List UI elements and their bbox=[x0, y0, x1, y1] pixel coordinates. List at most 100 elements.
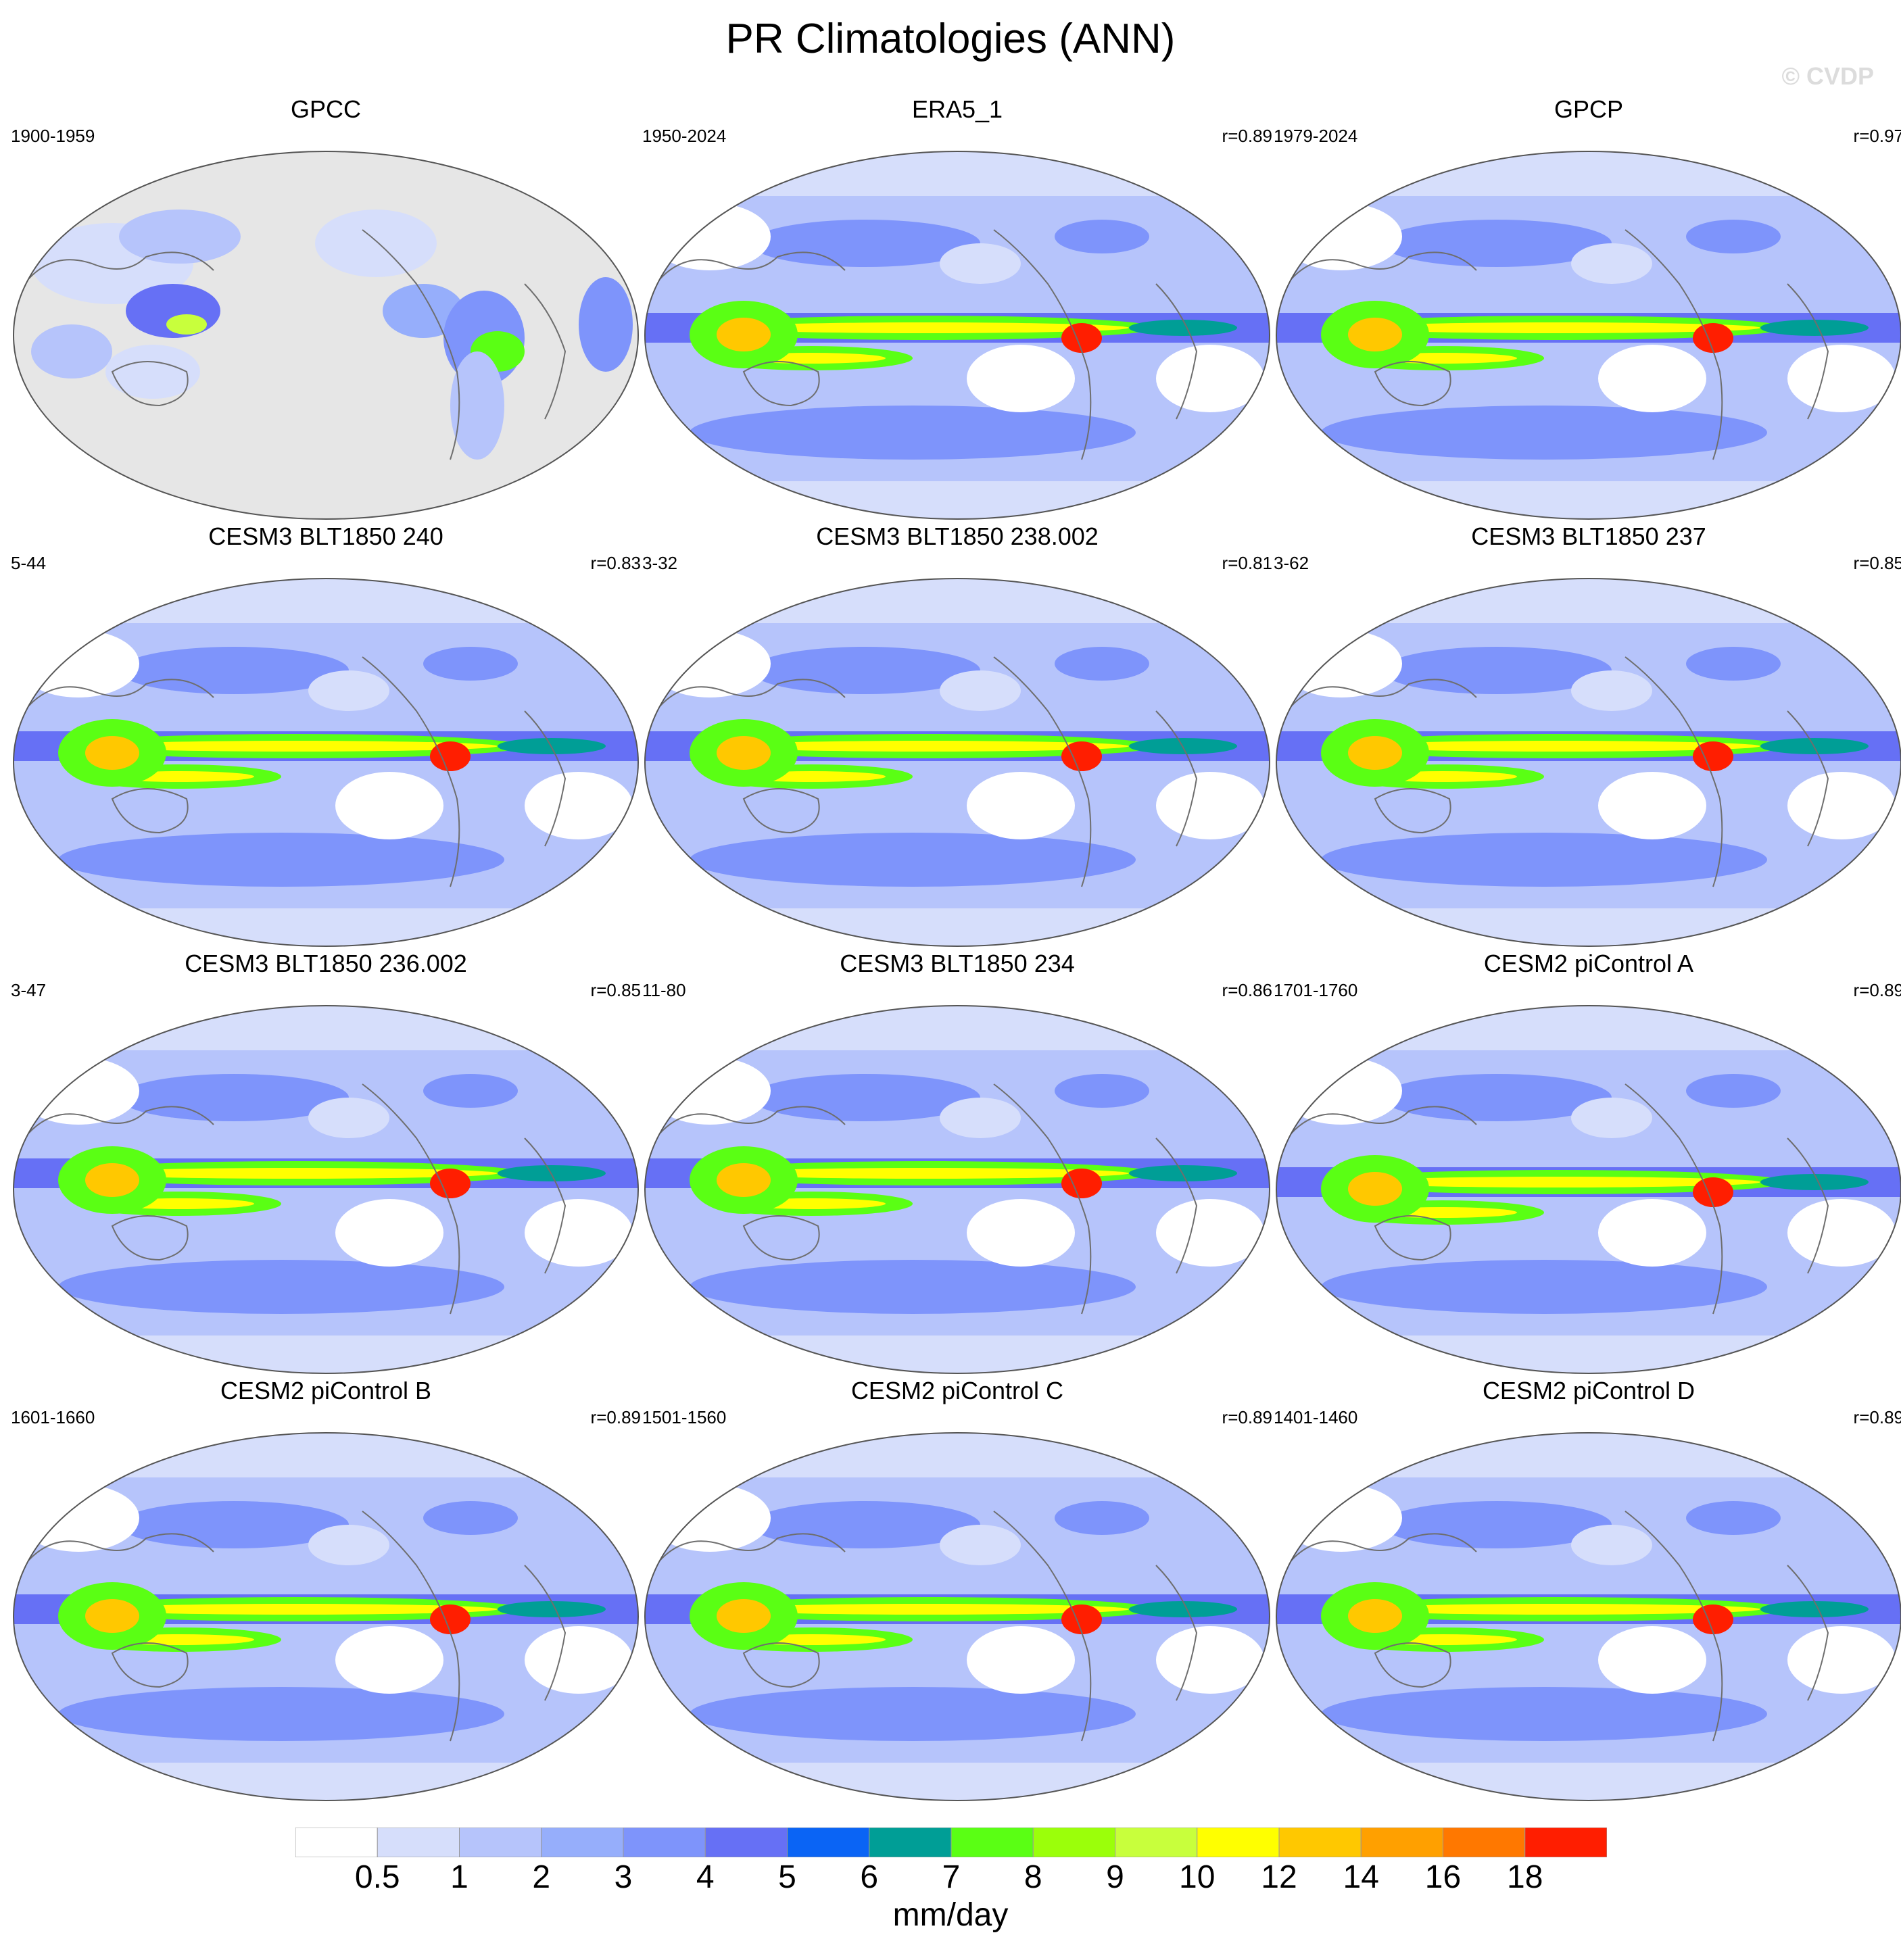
panel-title: GPCC bbox=[290, 95, 361, 123]
panel-period: 1501-1560 bbox=[642, 1407, 727, 1427]
map-panel: GPCP 1979-2024 r=0.97 bbox=[1274, 95, 1901, 520]
itcz-peak bbox=[92, 1604, 498, 1615]
dry-zone bbox=[525, 772, 633, 839]
coastline bbox=[993, 1511, 1092, 1742]
coastline bbox=[1787, 710, 1829, 847]
precip-band bbox=[645, 908, 1270, 946]
precip-band bbox=[1276, 1763, 1901, 1800]
map-border bbox=[644, 1432, 1270, 1801]
atlantic-itcz bbox=[1760, 320, 1869, 336]
storm-track bbox=[1382, 647, 1612, 694]
precip-map bbox=[1276, 151, 1901, 520]
storm-track bbox=[1055, 647, 1149, 681]
panel-title: CESM2 piControl B bbox=[220, 1377, 432, 1404]
precip-band bbox=[14, 1006, 638, 1050]
dry-zone bbox=[940, 670, 1021, 711]
storm-track bbox=[119, 1501, 349, 1548]
colorbar-box bbox=[1197, 1828, 1280, 1857]
map-border bbox=[1276, 151, 1901, 520]
watermark: © CVDP bbox=[1781, 62, 1874, 90]
colorbar-tick-label: 14 bbox=[1343, 1859, 1379, 1895]
precip-map bbox=[644, 1005, 1270, 1374]
dry-zone bbox=[1156, 1626, 1264, 1694]
dry-zone bbox=[335, 1199, 443, 1267]
precip-map bbox=[13, 1432, 639, 1801]
dry-zone bbox=[525, 1626, 633, 1694]
dry-zone bbox=[308, 1525, 389, 1565]
precip-band bbox=[645, 1006, 1270, 1050]
coastline bbox=[1787, 283, 1829, 420]
warm-pool-core bbox=[85, 1599, 139, 1633]
coastline bbox=[24, 679, 214, 712]
precip-map bbox=[13, 151, 639, 520]
dry-zone bbox=[940, 243, 1021, 284]
panel-correlation: r=0.85 bbox=[590, 980, 641, 1000]
precip-region bbox=[315, 210, 437, 277]
atlantic-itcz bbox=[1129, 320, 1237, 336]
atlantic-itcz bbox=[1129, 1601, 1237, 1617]
precip-band bbox=[645, 1433, 1270, 1477]
colombia-max bbox=[1693, 1177, 1733, 1207]
colombia-max bbox=[1693, 1604, 1733, 1634]
precip-band bbox=[14, 579, 638, 623]
dry-zone bbox=[335, 772, 443, 839]
dry-zone bbox=[940, 1098, 1021, 1138]
precip-band bbox=[1276, 1433, 1901, 1477]
dry-zone bbox=[967, 772, 1075, 839]
storm-track bbox=[58, 1260, 504, 1314]
storm-track bbox=[119, 647, 349, 694]
colorbar-box bbox=[787, 1828, 870, 1857]
panel-title: CESM3 BLT1850 238.002 bbox=[816, 522, 1099, 550]
map-border bbox=[1276, 1005, 1901, 1374]
itcz-peak bbox=[723, 741, 1129, 752]
itcz-peak bbox=[1355, 322, 1760, 333]
storm-track bbox=[1055, 1501, 1149, 1535]
precip-band bbox=[645, 151, 1270, 196]
warm-pool-core bbox=[717, 736, 771, 770]
precip-band bbox=[1276, 1006, 1901, 1050]
precip-band bbox=[14, 1763, 638, 1800]
panel-title: CESM3 BLT1850 234 bbox=[840, 950, 1075, 977]
coastline bbox=[993, 229, 1092, 460]
map-panel: CESM3 BLT1850 238.002 3-32 r=0.81 bbox=[642, 522, 1272, 948]
storm-track bbox=[750, 647, 980, 694]
coastline bbox=[1374, 788, 1451, 834]
precip-map bbox=[644, 151, 1270, 520]
dry-zone bbox=[1571, 1525, 1652, 1565]
storm-track bbox=[750, 220, 980, 267]
panel-period: 1601-1660 bbox=[11, 1407, 95, 1427]
coastline bbox=[1286, 1533, 1477, 1566]
precip-region bbox=[119, 210, 241, 264]
coastline bbox=[742, 788, 820, 834]
dry-zone bbox=[1598, 772, 1706, 839]
coastline bbox=[362, 1083, 460, 1315]
panel-correlation: r=0.89 bbox=[1222, 126, 1272, 146]
colorbar-box bbox=[869, 1828, 952, 1857]
atlantic-itcz bbox=[498, 1601, 606, 1617]
storm-track bbox=[1321, 406, 1767, 460]
dry-zone bbox=[1787, 772, 1896, 839]
panel-title: GPCP bbox=[1554, 95, 1624, 123]
colorbar-box bbox=[1443, 1828, 1526, 1857]
colorbar-box bbox=[1032, 1828, 1115, 1857]
itcz-peak bbox=[723, 1168, 1129, 1179]
panel-title: CESM3 BLT1850 236.002 bbox=[185, 950, 467, 977]
itcz-peak bbox=[1355, 741, 1760, 752]
coastline bbox=[1787, 1565, 1829, 1701]
panel-period: 3-62 bbox=[1274, 553, 1309, 573]
warm-pool-core bbox=[1348, 1599, 1402, 1633]
precip-band bbox=[645, 481, 1270, 519]
dry-zone bbox=[1571, 1098, 1652, 1138]
map-border bbox=[644, 151, 1270, 520]
precip-region bbox=[166, 314, 207, 335]
figure-title: PR Climatologies (ANN) bbox=[725, 16, 1176, 62]
coastline bbox=[524, 1137, 567, 1274]
colorbar-tick-label: 6 bbox=[860, 1859, 879, 1895]
precip-map bbox=[1276, 1005, 1901, 1374]
precip-region bbox=[579, 277, 633, 372]
colorbar-tick-label: 7 bbox=[942, 1859, 961, 1895]
colorbar-tick-label: 2 bbox=[532, 1859, 551, 1895]
storm-track bbox=[1321, 833, 1767, 887]
coastline bbox=[655, 1533, 846, 1566]
panel-title: CESM3 BLT1850 240 bbox=[208, 522, 443, 550]
